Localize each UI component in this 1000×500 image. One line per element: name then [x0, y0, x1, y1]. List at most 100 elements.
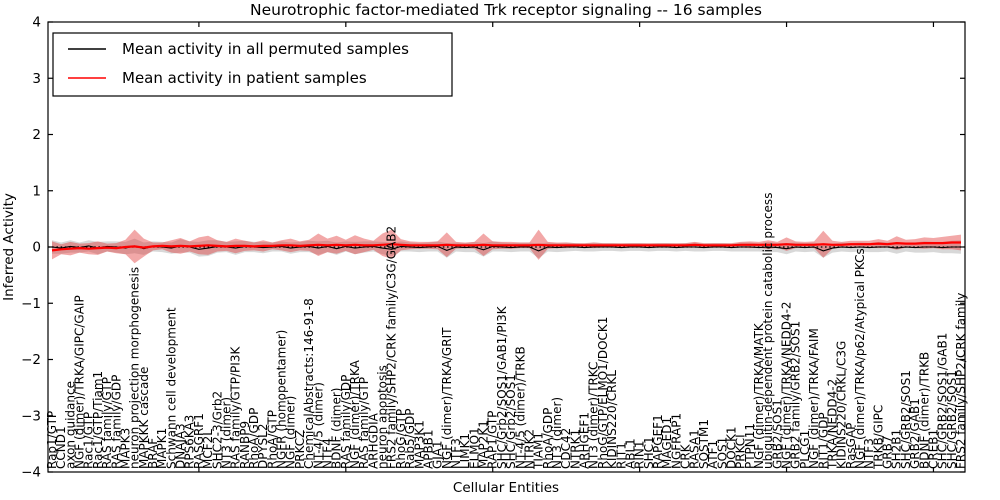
x-category-label: NT3 (dimer)/TRKC	[587, 362, 601, 469]
x-category-label: MAPKKK cascade	[137, 367, 151, 469]
tick-layer: 4 3 2 1 0 −1 −2 −3 −4	[21, 15, 965, 481]
x-category-label: NGF (dimer)/TRKA/p62/Atypical PKCs	[853, 248, 867, 469]
legend-label-patient: Mean activity in patient samples	[122, 69, 367, 87]
x-category-label: NGFR (homopentamer)	[275, 330, 289, 469]
x-category-label: NT-4/5 (dimer)	[311, 382, 325, 469]
x-category-label: DNAJA3	[174, 423, 188, 469]
x-category-label: RhoA/GTP	[265, 410, 279, 469]
legend-label-permuted: Mean activity in all permuted samples	[122, 40, 409, 58]
x-category-label: axon guidance	[63, 381, 77, 469]
x-category-label: ubiquitin-dependent protein catabolic pr…	[761, 193, 775, 469]
x-category-label: neuron apoptosis	[376, 365, 390, 469]
x-category-label: CDC42	[559, 428, 573, 469]
x-category-label: SHC/Grb2/SOS1/GAB1/PI3K	[495, 305, 509, 469]
x-category-label: FRS2 family/SHP2/CRK family	[954, 293, 968, 469]
x-category-label: ABL1	[623, 438, 637, 469]
x-category-label: RAS family/GDP	[339, 375, 353, 469]
x-category-label: MAPK3	[118, 428, 132, 469]
x-category-label: TRKA/NEDD4-2	[825, 379, 839, 470]
y-tick-label: 3	[32, 71, 41, 87]
x-category-label: NTF3	[862, 438, 876, 469]
x-category-label: MAPK1	[155, 428, 169, 469]
x-category-label: GRB2/GAB1	[908, 398, 922, 469]
y-tick-label: 4	[32, 15, 41, 31]
x-category-label: RIN1	[633, 441, 647, 470]
x-category-label: SOS1	[715, 437, 729, 469]
x-category-label: NTF4	[320, 438, 334, 469]
x-category-label: RhoG/GTP/ELMO1/DOCK1	[596, 317, 610, 469]
x-category-label: ARHGEF1	[578, 412, 592, 469]
x-category-label: RIT1	[614, 442, 628, 469]
x-category-label: BRAF	[146, 438, 160, 469]
y-tick-label: 0	[32, 240, 41, 256]
x-category-label: SHC/GRB2/SOS1/GAB1	[936, 333, 950, 469]
x-category-label: MAGED1	[660, 417, 674, 469]
x-category-label: RAP1/GTP	[486, 411, 500, 469]
x-category-label: ATF1	[706, 440, 720, 469]
x-category-label: NGF (dimer)/TRKA/MATK	[752, 322, 766, 469]
x-category-label: ARHGDIA	[366, 412, 380, 469]
y-tick-label: −2	[21, 352, 41, 368]
x-category-label: PLCG1	[798, 430, 812, 469]
x-category-label: Schwann cell development	[164, 307, 178, 469]
permuted-band-area	[52, 238, 961, 259]
x-category-label: NGFRAP1	[669, 413, 683, 469]
legend: Mean activity in all permuted samples Me…	[52, 32, 453, 97]
x-category-label: NGF (dimer)/TRKA/FAIM	[807, 328, 821, 469]
x-category-label: NGF (dimer)	[284, 396, 298, 469]
x-category-label: NGF (dimer)/TRKA/GIPC/GAIP	[73, 295, 87, 469]
y-tick-label: −4	[21, 465, 41, 481]
x-category-label: MCF2L	[201, 429, 215, 469]
x-category-label: SHC/GRB2/SOS1	[945, 370, 959, 469]
x-category-label: DPYSL2	[256, 424, 270, 469]
x-category-label: DOCK1	[724, 426, 738, 469]
plot-frame	[47, 21, 966, 473]
x-category-label: PRKCZ	[293, 430, 307, 469]
x-category-label: ELMO1	[467, 427, 481, 469]
x-category-label: RANBP9	[238, 421, 252, 469]
x-category-label: NGF (dimer)/TRKA/NEDD4-2	[780, 301, 794, 469]
x-category-label: PRKCI	[734, 434, 748, 469]
x-category-label: RASA1	[688, 429, 702, 469]
x-category-label: TIAM1	[532, 432, 546, 470]
y-tick-label: −3	[21, 408, 41, 424]
x-category-label: APBB1	[421, 429, 435, 469]
x-category-label: RhoA/GDP	[247, 408, 261, 469]
x-category-label: CRK	[679, 443, 693, 469]
x-category-label: NT3 (dimer)	[219, 397, 233, 469]
line-layer	[48, 241, 965, 252]
x-category-label: LIMK1	[458, 433, 472, 469]
x-category-label: RPS6KA3	[183, 415, 197, 469]
x-category-label: SHC/GRB2/SOS1	[899, 370, 913, 469]
x-category-label: GRB2 family/GRB2/SOS1	[789, 321, 803, 469]
x-category-label: Rac1/GTP/Tiam1	[91, 371, 105, 469]
x-axis-label: Cellular Entities	[453, 480, 559, 496]
x-category-label: RhoA/GDP	[541, 408, 555, 469]
x-category-label: RhoG/GTP	[394, 409, 408, 469]
x-category-label: RAS family/GTP/PI3K	[229, 346, 243, 469]
x-category-label: KIDINS220/CRKL/C3G	[835, 341, 849, 469]
x-category-label: NTRK2	[522, 429, 536, 469]
x-category-label: TRKB/GIPC	[871, 405, 885, 470]
x-category-label: RAS family/GTP	[357, 377, 371, 469]
x-category-label: SHC/Grb2/SOS1	[504, 374, 518, 469]
x-category-label: NTRK1	[568, 429, 582, 469]
y-tick-label: −1	[21, 296, 41, 312]
x-category-label: GJA1	[431, 441, 445, 469]
x-category-label: NTF3	[449, 438, 463, 469]
x-category-label: NT3 (dimer)	[550, 397, 564, 469]
x-category-label: RAS family/GTP	[100, 377, 114, 469]
x-category-label: MAP3K1	[412, 420, 426, 469]
x-category-label: GRB2/SOS1	[770, 399, 784, 469]
x-category-label: ChemicalAbstracts:146-91-8	[302, 298, 316, 469]
x-category-label: SH2B1	[890, 429, 904, 469]
x-category-label: PTPN11	[743, 423, 757, 469]
x-category-label: BDNF (dimer)	[330, 388, 344, 470]
chart-title: Neurotrophic factor-mediated Trk recepto…	[250, 1, 762, 19]
x-category-label: RasGAP	[844, 423, 858, 469]
x-category-label: Rac1/GTP	[82, 412, 96, 469]
y-tick-label: 2	[32, 127, 41, 143]
x-category-label: MAP2K1	[477, 420, 491, 469]
